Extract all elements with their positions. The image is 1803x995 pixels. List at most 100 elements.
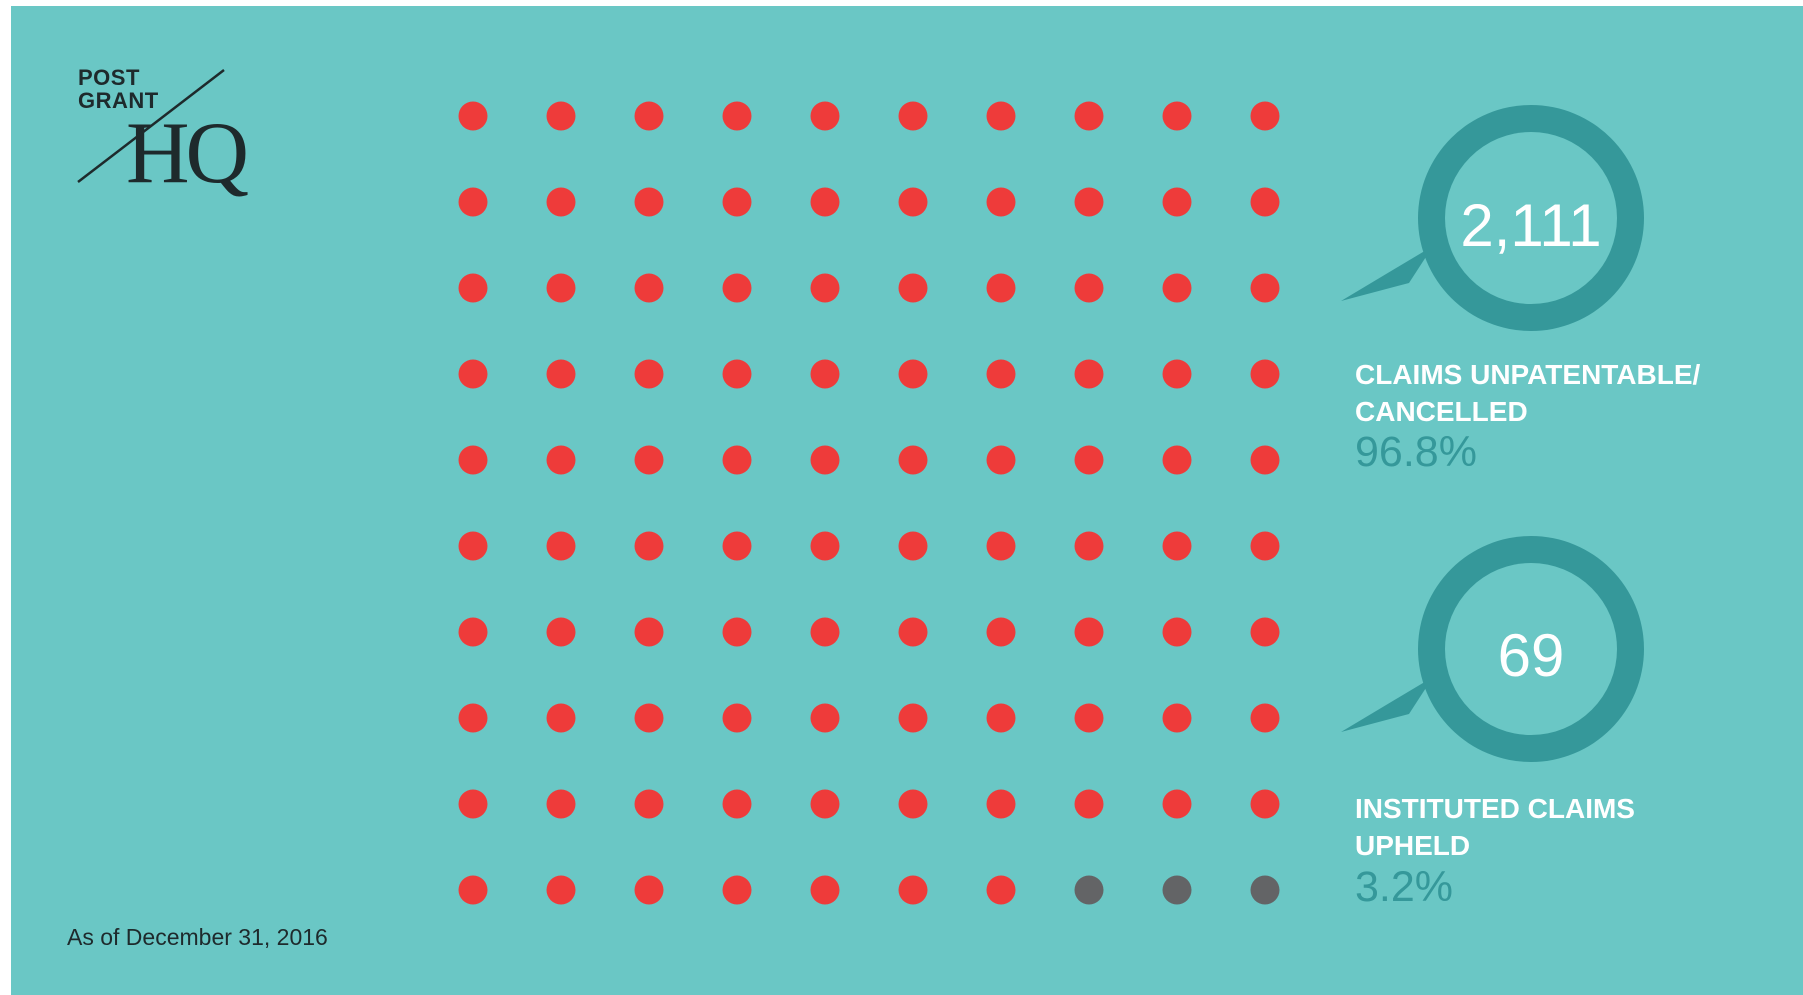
waffle-dot-cancelled [1250,187,1280,217]
upheld-label-line2: UPHELD [1355,830,1471,861]
waffle-dot-cancelled [546,789,576,819]
waffle-dot-cancelled [546,187,576,217]
waffle-dot-cancelled [810,445,840,475]
waffle-dot-cancelled [1162,531,1192,561]
waffle-dot-cancelled [898,789,928,819]
waffle-dot-cancelled [634,359,664,389]
waffle-dot-cancelled [1250,273,1280,303]
upheld-label-line1: INSTITUTED CLAIMS [1355,793,1635,824]
waffle-dot-cancelled [722,273,752,303]
cancelled-label: CLAIMS UNPATENTABLE/ CANCELLED [1355,356,1775,430]
waffle-dot-cancelled [986,531,1016,561]
waffle-dot-cancelled [1250,789,1280,819]
waffle-dot-cancelled [1250,101,1280,131]
waffle-dot-cancelled [898,531,928,561]
waffle-dot-upheld [1162,875,1192,905]
waffle-dot-cancelled [1074,617,1104,647]
waffle-dot-cancelled [722,789,752,819]
waffle-dot-cancelled [722,531,752,561]
waffle-dot-cancelled [986,273,1016,303]
waffle-dot-cancelled [722,617,752,647]
waffle-dot-cancelled [986,875,1016,905]
waffle-dot-cancelled [1162,273,1192,303]
waffle-dot-cancelled [1074,359,1104,389]
cancelled-label-line1: CLAIMS UNPATENTABLE/ [1355,359,1701,390]
infographic-canvas: POST GRANT HQ 2,111 CLAIMS UNPATENTABLE/… [11,6,1803,995]
count-bubble-cancelled [1341,105,1644,331]
upheld-count: 69 [1497,622,1565,689]
waffle-dot-cancelled [898,617,928,647]
logo-mark-hq: HQ [126,105,249,202]
cancelled-percent: 96.8% [1355,428,1477,476]
waffle-dot-cancelled [986,359,1016,389]
waffle-dot-cancelled [546,617,576,647]
waffle-dot-cancelled [546,703,576,733]
waffle-dot-cancelled [458,703,488,733]
waffle-dot-cancelled [1162,101,1192,131]
waffle-dot-cancelled [1250,359,1280,389]
waffle-dot-cancelled [1074,445,1104,475]
waffle-dot-cancelled [458,101,488,131]
cancelled-label-line2: CANCELLED [1355,396,1528,427]
waffle-dot-cancelled [1074,273,1104,303]
waffle-dot-cancelled [634,101,664,131]
waffle-dot-cancelled [898,273,928,303]
waffle-dot-cancelled [722,703,752,733]
waffle-dot-cancelled [546,273,576,303]
logo-line-grant: GRANT [78,88,159,113]
waffle-dot-cancelled [722,445,752,475]
waffle-dot-cancelled [986,617,1016,647]
waffle-dot-cancelled [986,789,1016,819]
waffle-dot-cancelled [1162,359,1192,389]
waffle-dot-cancelled [634,273,664,303]
waffle-dot-cancelled [634,445,664,475]
waffle-dot-cancelled [986,445,1016,475]
upheld-percent: 3.2% [1355,863,1454,911]
waffle-dot-cancelled [1074,789,1104,819]
waffle-dot-cancelled [546,531,576,561]
waffle-dot-cancelled [810,617,840,647]
waffle-dot-cancelled [722,875,752,905]
waffle-dot-cancelled [722,359,752,389]
waffle-dot-cancelled [1162,703,1192,733]
waffle-dot-cancelled [810,187,840,217]
waffle-dot-cancelled [986,703,1016,733]
waffle-dot-cancelled [810,789,840,819]
waffle-dot-cancelled [810,101,840,131]
waffle-dot-cancelled [458,359,488,389]
waffle-dot-cancelled [1250,531,1280,561]
waffle-dot-cancelled [810,531,840,561]
waffle-dot-cancelled [986,101,1016,131]
waffle-dot-cancelled [546,875,576,905]
waffle-dot-cancelled [634,187,664,217]
waffle-dot-cancelled [634,875,664,905]
waffle-dot-cancelled [810,359,840,389]
waffle-dot-cancelled [1250,703,1280,733]
waffle-dot-upheld [1250,875,1280,905]
waffle-chart [458,101,1280,905]
waffle-dot-cancelled [810,875,840,905]
waffle-dot-cancelled [722,101,752,131]
waffle-dot-cancelled [1250,617,1280,647]
as-of-date: As of December 31, 2016 [67,924,328,950]
logo-slash [77,69,225,183]
waffle-dot-cancelled [458,617,488,647]
waffle-dot-cancelled [458,445,488,475]
waffle-dot-cancelled [458,875,488,905]
waffle-dot-cancelled [810,703,840,733]
waffle-dot-cancelled [986,187,1016,217]
waffle-dot-cancelled [898,187,928,217]
waffle-dot-cancelled [1162,445,1192,475]
waffle-dot-cancelled [898,359,928,389]
waffle-dot-cancelled [634,703,664,733]
waffle-dot-cancelled [458,789,488,819]
waffle-dot-cancelled [898,703,928,733]
waffle-dot-cancelled [546,359,576,389]
waffle-dot-cancelled [1162,617,1192,647]
waffle-dot-upheld [1074,875,1104,905]
waffle-dot-cancelled [1074,187,1104,217]
upheld-label: INSTITUTED CLAIMS UPHELD [1355,790,1775,864]
waffle-dot-cancelled [1074,703,1104,733]
waffle-dot-cancelled [1162,789,1192,819]
waffle-dot-cancelled [898,445,928,475]
